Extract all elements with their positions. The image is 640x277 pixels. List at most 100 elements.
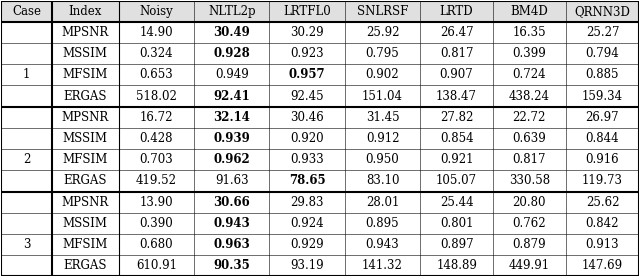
Text: 31.45: 31.45 [365, 111, 399, 124]
Text: 78.65: 78.65 [289, 175, 326, 188]
Text: LRTD: LRTD [440, 5, 474, 18]
Text: 0.929: 0.929 [291, 238, 324, 251]
Text: 0.923: 0.923 [291, 47, 324, 60]
Text: 0.943: 0.943 [213, 217, 250, 230]
Text: 0.939: 0.939 [213, 132, 250, 145]
Text: 0.912: 0.912 [366, 132, 399, 145]
Text: 93.19: 93.19 [291, 259, 324, 272]
Text: MFSIM: MFSIM [63, 238, 108, 251]
Text: 0.817: 0.817 [440, 47, 474, 60]
Text: 3: 3 [22, 238, 30, 251]
Text: 0.680: 0.680 [140, 238, 173, 251]
Text: 0.724: 0.724 [513, 68, 546, 81]
Text: 22.72: 22.72 [513, 111, 546, 124]
Text: 0.879: 0.879 [513, 238, 546, 251]
Text: 28.01: 28.01 [366, 196, 399, 209]
Text: 0.762: 0.762 [513, 217, 546, 230]
Text: 0.703: 0.703 [140, 153, 173, 166]
Text: 1: 1 [23, 68, 30, 81]
Text: 30.49: 30.49 [213, 26, 250, 39]
Text: 518.02: 518.02 [136, 89, 177, 102]
Text: 92.45: 92.45 [291, 89, 324, 102]
Text: 0.921: 0.921 [440, 153, 474, 166]
Text: 0.653: 0.653 [140, 68, 173, 81]
Text: 83.10: 83.10 [366, 175, 399, 188]
Text: Noisy: Noisy [140, 5, 173, 18]
Text: 25.27: 25.27 [586, 26, 620, 39]
Text: 0.885: 0.885 [586, 68, 620, 81]
Text: 26.47: 26.47 [440, 26, 474, 39]
Text: MPSNR: MPSNR [62, 26, 109, 39]
Text: 26.97: 26.97 [586, 111, 620, 124]
Text: 91.63: 91.63 [215, 175, 248, 188]
Text: 119.73: 119.73 [582, 175, 623, 188]
Text: 0.801: 0.801 [440, 217, 474, 230]
Text: 0.913: 0.913 [586, 238, 620, 251]
Text: 0.920: 0.920 [291, 132, 324, 145]
Text: 29.83: 29.83 [291, 196, 324, 209]
Text: 25.44: 25.44 [440, 196, 474, 209]
Text: 0.949: 0.949 [215, 68, 248, 81]
Text: MFSIM: MFSIM [63, 68, 108, 81]
Text: 16.35: 16.35 [513, 26, 546, 39]
Text: 148.89: 148.89 [436, 259, 477, 272]
Text: 25.92: 25.92 [366, 26, 399, 39]
Text: 159.34: 159.34 [582, 89, 623, 102]
Text: 30.66: 30.66 [213, 196, 250, 209]
Text: 2: 2 [23, 153, 30, 166]
Text: Index: Index [68, 5, 102, 18]
Text: 0.842: 0.842 [586, 217, 620, 230]
Text: 0.854: 0.854 [440, 132, 474, 145]
Text: 138.47: 138.47 [436, 89, 477, 102]
Text: SNLRSF: SNLRSF [357, 5, 408, 18]
Text: 151.04: 151.04 [362, 89, 403, 102]
Text: 0.817: 0.817 [513, 153, 546, 166]
Text: NLTL2p: NLTL2p [208, 5, 255, 18]
Text: 0.795: 0.795 [365, 47, 399, 60]
Text: 20.80: 20.80 [513, 196, 546, 209]
Text: 92.41: 92.41 [213, 89, 250, 102]
Text: 32.14: 32.14 [213, 111, 250, 124]
Text: 0.928: 0.928 [213, 47, 250, 60]
Text: 0.963: 0.963 [213, 238, 250, 251]
Text: BM4D: BM4D [511, 5, 548, 18]
Text: 0.933: 0.933 [291, 153, 324, 166]
Text: 30.46: 30.46 [291, 111, 324, 124]
Text: MSSIM: MSSIM [63, 132, 108, 145]
Text: 0.950: 0.950 [365, 153, 399, 166]
Text: 147.69: 147.69 [582, 259, 623, 272]
Text: 0.962: 0.962 [213, 153, 250, 166]
Text: ERGAS: ERGAS [63, 89, 107, 102]
Text: 0.844: 0.844 [586, 132, 620, 145]
Text: 0.957: 0.957 [289, 68, 326, 81]
Text: 449.91: 449.91 [509, 259, 550, 272]
Text: MPSNR: MPSNR [62, 196, 109, 209]
Text: 141.32: 141.32 [362, 259, 403, 272]
Text: MSSIM: MSSIM [63, 47, 108, 60]
Text: 0.902: 0.902 [365, 68, 399, 81]
Text: 0.916: 0.916 [586, 153, 620, 166]
Bar [1, 1, 639, 22]
Text: 0.794: 0.794 [586, 47, 620, 60]
Text: MFSIM: MFSIM [63, 153, 108, 166]
Text: 0.897: 0.897 [440, 238, 474, 251]
Text: 0.639: 0.639 [513, 132, 546, 145]
Text: ERGAS: ERGAS [63, 259, 107, 272]
Text: 330.58: 330.58 [509, 175, 550, 188]
Text: 0.399: 0.399 [513, 47, 546, 60]
Text: 0.390: 0.390 [140, 217, 173, 230]
Text: 105.07: 105.07 [436, 175, 477, 188]
Text: 30.29: 30.29 [291, 26, 324, 39]
Text: MSSIM: MSSIM [63, 217, 108, 230]
Text: 90.35: 90.35 [213, 259, 250, 272]
Text: Case: Case [12, 5, 41, 18]
Text: 14.90: 14.90 [140, 26, 173, 39]
Text: 0.428: 0.428 [140, 132, 173, 145]
Text: QRNN3D: QRNN3D [575, 5, 630, 18]
Text: 438.24: 438.24 [509, 89, 550, 102]
Text: 0.907: 0.907 [440, 68, 474, 81]
Text: 13.90: 13.90 [140, 196, 173, 209]
Text: 610.91: 610.91 [136, 259, 177, 272]
Text: 25.62: 25.62 [586, 196, 620, 209]
Text: 27.82: 27.82 [440, 111, 473, 124]
